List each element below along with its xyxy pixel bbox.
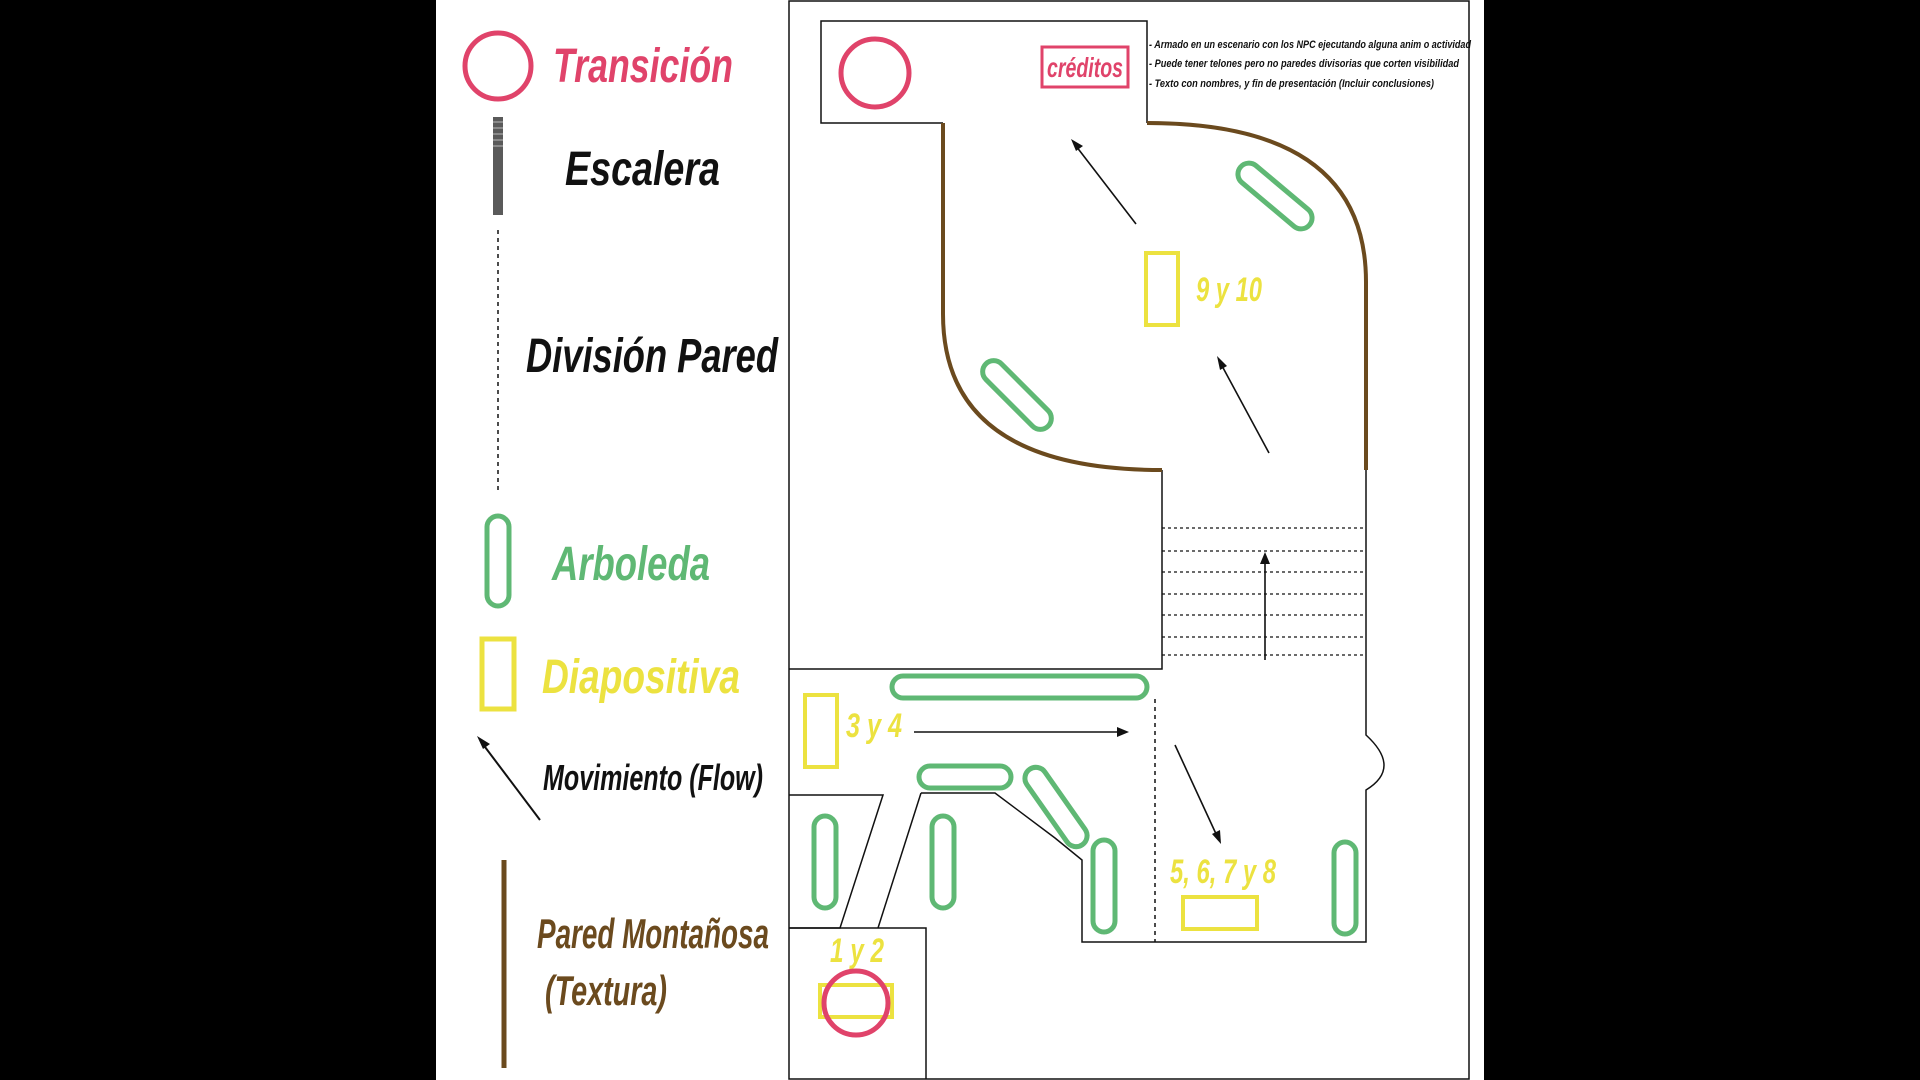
grove (889, 673, 1150, 701)
slide-label-3-4: 3 y 4 (846, 707, 902, 745)
note-line-1: - Armado en un escenario con los NPC eje… (1149, 39, 1471, 51)
upper-room-wall (789, 470, 1163, 670)
legend-movement-label: Movimiento (Flow) (543, 757, 763, 798)
slide-box-3-4 (803, 693, 839, 769)
mountain-wall-right (1146, 121, 1368, 470)
stairs (1162, 527, 1366, 656)
legend-mountain-wall-sublabel: (Textura) (545, 967, 667, 1014)
flow-arrow (1260, 552, 1270, 660)
grove (1331, 839, 1359, 937)
credits-label: créditos (1047, 52, 1123, 83)
transition-icon (462, 30, 534, 102)
grove (1235, 160, 1315, 232)
flow-arrow (1174, 744, 1221, 844)
credits-box (1040, 45, 1130, 89)
grove (980, 358, 1054, 432)
movement-arrow-icon (477, 736, 541, 821)
flow-arrow (914, 727, 1129, 737)
slide-label-9-10: 9 y 10 (1196, 271, 1262, 309)
start-room-wall (789, 927, 927, 1079)
canvas-background (436, 0, 1484, 1080)
slides (803, 251, 1259, 1019)
legend: Transición Escalera División Pared Arbol… (462, 30, 779, 1068)
legend-grove-label: Arboleda (551, 538, 710, 591)
mountain-walls (941, 121, 1368, 472)
slide-box-9-10 (1144, 251, 1180, 327)
grove-icon (484, 513, 512, 609)
grove (1022, 764, 1090, 850)
grove (811, 813, 839, 911)
grove (929, 813, 957, 911)
flow-arrow (1071, 139, 1137, 225)
legend-mountain-wall-label: Pared Montañosa (537, 910, 769, 957)
legend-stairs-label: Escalera (565, 143, 720, 196)
slide-labels: 9 y 10 3 y 4 5, 6, 7 y 8 1 y 2 (830, 271, 1276, 970)
transition-start (821, 968, 891, 1038)
slide-label-1-2: 1 y 2 (830, 932, 884, 970)
stairs-icon (493, 117, 503, 215)
ending-room-wall (820, 20, 1148, 124)
flow-arrow (1217, 356, 1270, 454)
lower-area-right-wall (921, 669, 1385, 943)
legend-slide-label: Diapositiva (542, 651, 740, 704)
grove (916, 763, 1014, 791)
slide-label-5-8: 5, 6, 7 y 8 (1170, 853, 1276, 891)
flow-arrows (914, 139, 1270, 844)
slide-icon (479, 636, 517, 712)
note-line-3: - Texto con nombres, y fin de presentaci… (1149, 78, 1434, 90)
transition-end (838, 36, 912, 110)
level-map (788, 0, 1470, 1080)
note-line-2: - Puede tener telones pero no paredes di… (1149, 58, 1459, 70)
map-border (788, 0, 1470, 1080)
slide-box-5-8 (1181, 895, 1259, 931)
notes: - Armado en un escenario con los NPC eje… (1149, 39, 1471, 90)
groves (811, 160, 1359, 937)
slide-box-1-2 (818, 983, 894, 1019)
legend-transition-label: Transición (553, 40, 733, 93)
legend-wall-division-label: División Pared (526, 330, 779, 383)
mountain-wall-left (941, 123, 1163, 472)
lower-spur-wall (877, 792, 922, 929)
grove (1090, 837, 1118, 935)
